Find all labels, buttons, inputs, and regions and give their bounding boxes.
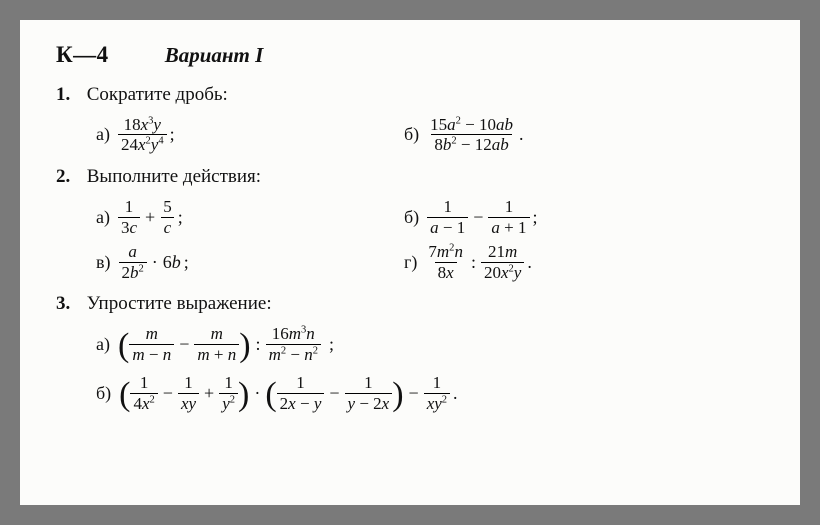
item-label: а) (96, 207, 110, 228)
task-3-title: 3. Упростите выражение: (56, 291, 768, 317)
task-2v: в) a2b2 · 6b ; (96, 243, 404, 282)
item-label: г) (404, 252, 417, 273)
operator: : (256, 334, 261, 355)
terminator: . (519, 124, 524, 145)
operator: · (254, 383, 260, 404)
paren-open-icon: ( (265, 386, 276, 403)
task-2-row1: а) 13c + 5c ; б) 1a − 1 − 1a + 1 ; (96, 198, 768, 237)
header: К—4 Вариант I (56, 42, 768, 68)
task-text: Упростите выражение: (87, 293, 272, 314)
item-label: б) (96, 383, 111, 404)
task-3a: а) ( mm − n − mm + n ) : 16m3nm2 − n2 ; (96, 325, 768, 364)
task-3b: б) ( 14x2 − 1xy + 1y2 ) · ( 12x − y − 1y… (96, 374, 768, 413)
fraction: 5c (160, 198, 175, 237)
fraction: 21m20x2y (481, 243, 524, 282)
task-number: 2. (56, 164, 82, 190)
fraction: 1a − 1 (427, 198, 468, 237)
fraction: 14x2 (130, 374, 157, 413)
terminator: ; (533, 207, 538, 228)
operator: − (473, 207, 483, 228)
factor: 6b (163, 252, 181, 273)
operator: − (329, 383, 339, 404)
operator: − (163, 383, 173, 404)
task-text: Выполните действия: (87, 166, 261, 187)
operator: · (152, 252, 158, 273)
fraction: mm + n (194, 325, 239, 364)
fraction: mm − n (129, 325, 174, 364)
terminator: ; (184, 252, 189, 273)
fraction: 7m2n8x (425, 243, 466, 282)
paren-open-icon: ( (118, 337, 129, 354)
denominator: 24x2y4 (118, 134, 167, 154)
task-1a: а) 18x3y 24x2y4 ; (96, 116, 404, 155)
task-2-row2: в) a2b2 · 6b ; г) 7m2n8x : 21m20x2y . (96, 243, 768, 282)
item-label: в) (96, 252, 111, 273)
terminator: ; (178, 207, 183, 228)
worksheet-page: К—4 Вариант I 1. Сократите дробь: а) 18x… (20, 20, 800, 505)
numerator: 18x3y (121, 116, 164, 135)
fraction: 1y2 (219, 374, 238, 413)
operator: + (145, 207, 155, 228)
operator: : (471, 252, 476, 273)
task-number: 1. (56, 82, 82, 108)
terminator: . (527, 252, 532, 273)
terminator: ; (329, 334, 334, 355)
task-text: Сократите дробь: (87, 84, 228, 105)
fraction: 15a2 − 10ab 8b2 − 12ab (427, 116, 516, 155)
fraction: 1xy2 (424, 374, 450, 413)
fraction: 16m3nm2 − n2 (266, 325, 321, 364)
task-2g: г) 7m2n8x : 21m20x2y . (404, 243, 532, 282)
fraction: 18x3y 24x2y4 (118, 116, 167, 155)
fraction: 12x − y (277, 374, 325, 413)
task-number: 3. (56, 291, 82, 317)
paren-close-icon: ) (392, 386, 403, 403)
fraction: 13c (118, 198, 140, 237)
numerator: 15a2 − 10ab (427, 116, 516, 135)
task-2a: а) 13c + 5c ; (96, 198, 404, 237)
operator: − (179, 334, 189, 355)
terminator: ; (170, 124, 175, 145)
worksheet-variant: Вариант I (165, 43, 264, 67)
item-label: б) (404, 124, 419, 145)
task-1-title: 1. Сократите дробь: (56, 82, 768, 108)
task-2-title: 2. Выполните действия: (56, 164, 768, 190)
item-label: а) (96, 334, 110, 355)
terminator: . (453, 383, 458, 404)
item-label: б) (404, 207, 419, 228)
worksheet-code: К—4 (56, 42, 109, 67)
fraction: a2b2 (119, 243, 147, 282)
task-1b: б) 15a2 − 10ab 8b2 − 12ab . (404, 116, 524, 155)
fraction: 1a + 1 (488, 198, 529, 237)
fraction: 1y − 2x (345, 374, 393, 413)
paren-close-icon: ) (239, 337, 250, 354)
denominator: 8b2 − 12ab (431, 134, 511, 154)
operator: + (204, 383, 214, 404)
paren-close-icon: ) (238, 386, 249, 403)
paren-open-icon: ( (119, 386, 130, 403)
task-1-row: а) 18x3y 24x2y4 ; б) 15a2 − 10ab 8b2 − 1… (96, 116, 768, 155)
task-2b: б) 1a − 1 − 1a + 1 ; (404, 198, 538, 237)
fraction: 1xy (178, 374, 199, 413)
item-label: а) (96, 124, 110, 145)
operator: − (409, 383, 419, 404)
